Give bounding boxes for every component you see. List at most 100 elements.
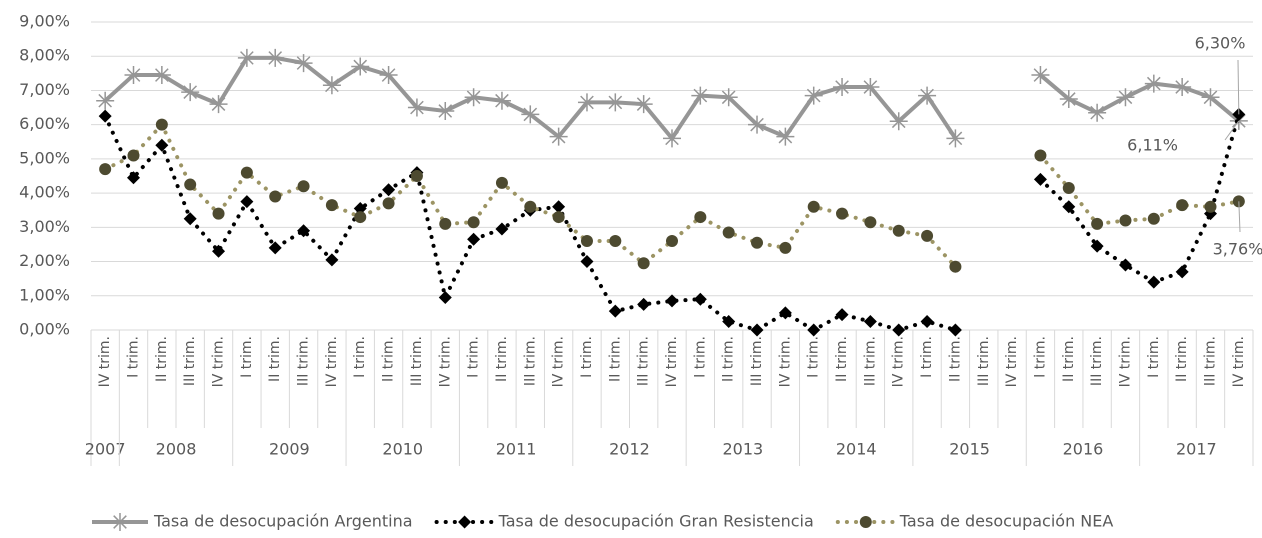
- data-point: [1204, 200, 1217, 213]
- x-tick-label: IV trim.: [664, 336, 680, 387]
- data-point: [577, 93, 596, 112]
- data-point: [918, 86, 937, 105]
- x-tick-label: II trim.: [267, 336, 283, 382]
- data-point: [634, 95, 653, 114]
- group-label: 2007: [85, 440, 126, 459]
- x-tick-label: III trim.: [862, 336, 878, 386]
- data-point: [835, 308, 849, 322]
- data-point: [778, 306, 792, 320]
- x-tick-label: II trim.: [721, 336, 737, 382]
- x-tick-label: I trim.: [806, 336, 822, 378]
- data-point: [1229, 111, 1248, 130]
- data-point: [1088, 103, 1107, 122]
- data-point: [237, 48, 256, 67]
- data-point: [439, 217, 452, 230]
- data-point: [949, 260, 962, 273]
- group-label: 2015: [949, 440, 990, 459]
- data-point: [776, 127, 795, 146]
- legend-label: Tasa de desocupación Argentina: [153, 512, 413, 531]
- y-tick-label: 4,00%: [19, 183, 70, 202]
- data-point: [127, 149, 140, 162]
- data-point: [266, 48, 285, 67]
- x-tick-label: IV trim.: [97, 336, 113, 387]
- data-point: [325, 253, 339, 267]
- data-point: [379, 66, 398, 85]
- x-tick-label: III trim.: [636, 336, 652, 386]
- data-point: [693, 292, 707, 306]
- x-tick-label: I trim.: [466, 336, 482, 378]
- data-point: [580, 255, 594, 269]
- x-tick-label: III trim.: [749, 336, 765, 386]
- data-point: [691, 86, 710, 105]
- data-point: [863, 314, 877, 328]
- data-point: [804, 86, 823, 105]
- x-tick-label: I trim.: [239, 336, 255, 378]
- data-point: [407, 98, 426, 117]
- legend-label: Tasa de desocupación NEA: [899, 512, 1114, 531]
- data-point: [124, 66, 143, 85]
- data-point: [467, 232, 481, 246]
- data-point: [382, 197, 395, 210]
- data-point: [1116, 88, 1135, 107]
- data-point: [240, 166, 253, 179]
- group-label: 2008: [156, 440, 197, 459]
- leader-line: [1237, 59, 1240, 115]
- y-tick-label: 1,00%: [19, 285, 70, 304]
- data-point: [665, 294, 679, 308]
- data-point: [1033, 172, 1047, 186]
- x-tick-label: III trim.: [1089, 336, 1105, 386]
- data-point: [807, 200, 820, 213]
- data-point: [750, 323, 764, 337]
- data-point: [155, 138, 169, 152]
- x-tick-label: IV trim.: [551, 336, 567, 387]
- data-point: [127, 171, 141, 185]
- data-point: [606, 93, 625, 112]
- data-point: [495, 176, 508, 189]
- x-tick-label: IV trim.: [777, 336, 793, 387]
- data-point: [1201, 88, 1220, 107]
- x-tick-label: I trim.: [126, 336, 142, 378]
- x-tick-label: II trim.: [381, 336, 397, 382]
- data-point: [921, 229, 934, 242]
- data-point: [354, 211, 367, 224]
- data-point: [269, 190, 282, 203]
- data-point: [524, 200, 537, 213]
- x-tick-label: II trim.: [947, 336, 963, 382]
- series: [96, 48, 1248, 148]
- data-point: [946, 129, 965, 148]
- x-tick-label: IV trim.: [324, 336, 340, 387]
- group-label: 2010: [382, 440, 423, 459]
- data-point: [1031, 66, 1050, 85]
- group-label: 2012: [609, 440, 650, 459]
- data-point: [779, 241, 792, 254]
- data-point: [892, 323, 906, 337]
- data-point: [521, 105, 540, 124]
- data-point: [351, 57, 370, 76]
- data-point: [892, 224, 905, 237]
- data-point: [1147, 275, 1161, 289]
- x-tick-label: II trim.: [607, 336, 623, 382]
- y-tick-label: 8,00%: [19, 46, 70, 65]
- data-point: [1062, 181, 1075, 194]
- data-label: 6,11%: [1127, 136, 1178, 155]
- x-tick-label: I trim.: [1032, 336, 1048, 378]
- group-label: 2011: [496, 440, 537, 459]
- x-tick-label: IV trim.: [1117, 336, 1133, 387]
- data-point: [438, 290, 452, 304]
- data-point: [748, 115, 767, 134]
- data-point: [155, 118, 168, 131]
- data-point: [580, 235, 593, 248]
- data-point: [1147, 212, 1160, 225]
- group-label: 2014: [836, 440, 877, 459]
- data-point: [807, 323, 821, 337]
- x-tick-label: IV trim.: [1231, 336, 1247, 387]
- data-point: [1062, 200, 1076, 214]
- data-point: [722, 314, 736, 328]
- data-point: [436, 101, 455, 120]
- legend-item: Tasa de desocupación NEA: [835, 512, 1114, 531]
- data-point: [209, 95, 228, 114]
- data-point: [864, 216, 877, 229]
- data-point: [1091, 217, 1104, 230]
- legend-marker: [859, 516, 872, 528]
